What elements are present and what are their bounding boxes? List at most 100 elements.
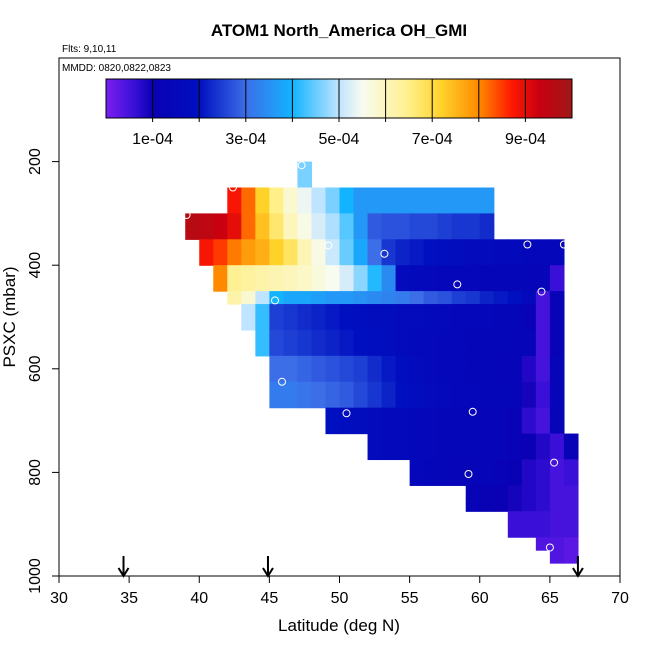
heatmap-cell: [409, 381, 425, 396]
heatmap-cell: [549, 329, 565, 344]
heatmap-cell: [213, 278, 228, 292]
heatmap-cell: [451, 446, 467, 461]
heatmap-cell: [255, 265, 270, 279]
heatmap-cell: [479, 265, 495, 279]
heatmap-cell: [563, 498, 579, 512]
heatmap-cell: [381, 187, 397, 202]
heatmap-cell: [465, 394, 481, 409]
heatmap-cell: [367, 213, 383, 227]
heatmap-cell: [339, 420, 355, 435]
heatmap-cell: [549, 550, 565, 564]
heatmap-cell: [381, 368, 397, 383]
heatmap-cell: [199, 226, 214, 240]
heatmap-cell: [297, 278, 313, 292]
heatmap-cell: [353, 226, 369, 240]
heatmap-cell: [535, 446, 551, 461]
dates-label: MMDD: 0820,0822,0823: [62, 63, 171, 74]
heatmap-cell: [423, 433, 439, 448]
heatmap-cell: [269, 304, 284, 318]
heatmap-cell: [283, 252, 299, 266]
heatmap-cell: [283, 329, 299, 344]
heatmap-cell: [437, 329, 453, 344]
heatmap-cell: [339, 213, 355, 227]
heatmap-cell: [507, 381, 523, 396]
heatmap-cell: [423, 459, 439, 473]
heatmap-cell: [409, 355, 425, 370]
heatmap-cell: [423, 265, 439, 279]
heatmap-cell: [395, 291, 411, 305]
heatmap-cell: [437, 355, 453, 370]
heatmap-cell: [423, 226, 439, 240]
flight-arrow-head: [572, 567, 584, 578]
heatmap-cell: [521, 511, 537, 525]
heatmap-cell: [521, 485, 537, 499]
heatmap-cell: [521, 394, 537, 409]
heatmap-cell: [535, 342, 551, 357]
heatmap-cell: [353, 187, 369, 202]
heatmap-cell: [423, 472, 439, 486]
heatmap-cell: [353, 265, 369, 279]
heatmap-cell: [479, 433, 495, 448]
heatmap-cell: [423, 278, 439, 292]
heatmap-cell: [325, 407, 341, 422]
heatmap-cell: [521, 420, 537, 435]
y-tick-label: 400: [27, 252, 44, 279]
heatmap-cell: [451, 329, 467, 344]
heatmap-cell: [507, 291, 523, 305]
heatmap-cell: [409, 187, 425, 202]
heatmap-cell: [535, 368, 551, 383]
heatmap-cell: [423, 407, 439, 422]
heatmap-cell: [423, 368, 439, 383]
heatmap-cell: [465, 213, 481, 227]
heatmap-cell: [423, 239, 439, 253]
observation-marker: [228, 183, 237, 192]
heatmap-cell: [325, 213, 341, 227]
colorbar-ticks: 1e-04 3e-04 5e-04 7e-04 9e-04: [132, 79, 546, 148]
heatmap-cell: [381, 355, 397, 370]
heatmap-cell: [311, 226, 327, 240]
heatmap-cell: [437, 226, 453, 240]
heatmap-cell: [395, 407, 411, 422]
heatmap-cell: [255, 329, 270, 344]
heatmap-cell: [297, 265, 313, 279]
heatmap-cell: [353, 329, 369, 344]
flights-label: Flts: 9,10,11: [62, 44, 117, 55]
heatmap-cell: [325, 304, 341, 318]
heatmap-cell: [381, 291, 397, 305]
heatmap-cell: [325, 252, 341, 266]
heatmap-cell: [493, 381, 509, 396]
heatmap-cell: [465, 368, 481, 383]
heatmap-cell: [465, 329, 481, 344]
heatmap-cell: [381, 226, 397, 240]
heatmap-cell: [465, 278, 481, 292]
heatmap-cell: [227, 213, 242, 227]
heatmap-cell: [227, 252, 242, 266]
heatmap-cell: [353, 304, 369, 318]
heatmap-cell: [311, 187, 327, 202]
heatmap-cell: [241, 187, 256, 202]
heatmap-cell: [213, 265, 228, 279]
heatmap-cell: [283, 342, 299, 357]
heatmap-cell: [339, 291, 355, 305]
heatmap-cell: [479, 252, 495, 266]
heatmap-cell: [423, 446, 439, 461]
heatmap-cell: [535, 420, 551, 435]
heatmap-cell: [437, 394, 453, 409]
heatmap-cell: [367, 342, 383, 357]
heatmap-cell: [437, 433, 453, 448]
x-tick-label: 40: [190, 590, 208, 607]
colorbar-tick-label: 5e-04: [319, 131, 360, 148]
heatmap-cell: [409, 317, 425, 331]
heatmap-cell: [367, 304, 383, 318]
heatmap-cell: [381, 200, 397, 214]
heatmap-cell: [269, 265, 284, 279]
heatmap-cell: [339, 304, 355, 318]
heatmap-cell: [465, 381, 481, 396]
heatmap-cell: [465, 226, 481, 240]
heatmap-cell: [395, 187, 411, 202]
heatmap-cell: [563, 485, 579, 499]
y-tick-label: 1000: [27, 558, 44, 594]
heatmap-cell: [325, 368, 341, 383]
flight-arrows: [117, 556, 584, 578]
heatmap-cell: [437, 342, 453, 357]
